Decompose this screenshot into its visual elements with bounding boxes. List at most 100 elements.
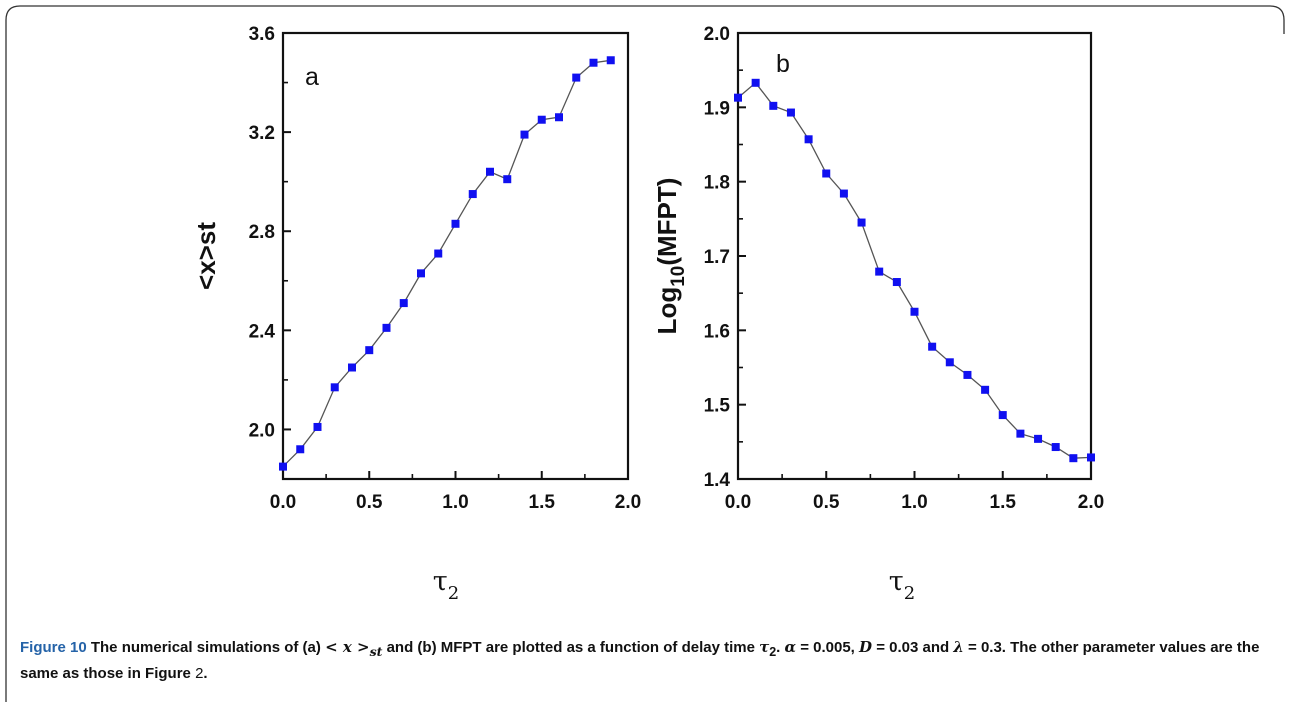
data-point-a	[330, 383, 339, 392]
y-tick-label-b: 1.9	[704, 98, 730, 119]
caption-symbol-alpha: α	[784, 638, 797, 656]
series-line-a	[282, 59, 611, 468]
data-point-b	[839, 189, 848, 198]
data-point-b	[963, 370, 972, 379]
y-tick-label-b: 1.8	[704, 173, 730, 194]
x-axis-label-b: τ2	[889, 566, 915, 604]
y-tick-label-a: 3.6	[249, 24, 275, 45]
data-point-b	[945, 358, 954, 367]
caption-end: .	[203, 665, 208, 682]
x-tick-label-a: 2.0	[615, 492, 641, 513]
data-point-a	[503, 175, 512, 184]
caption-lambda-value: = 0.3. The other parameter values are th…	[20, 639, 1260, 682]
data-point-a	[348, 363, 356, 372]
figure-caption: Figure 10 The numerical simulations of (…	[20, 636, 1270, 685]
data-point-a	[313, 422, 322, 431]
x-tick-label-a: 1.0	[442, 492, 468, 513]
series-line-b	[737, 81, 1092, 459]
y-axis-label-b-sub: 10	[668, 266, 689, 287]
data-point-a	[279, 462, 287, 471]
y-tick-label-b: 1.4	[704, 470, 731, 491]
panel-label-a: a	[305, 63, 319, 91]
x-tick-label-b: 0.0	[725, 492, 751, 513]
x-tick-label-a: 0.0	[270, 492, 296, 513]
caption-text-2: and (b) MFPT are plotted as a function o…	[382, 639, 760, 656]
x-axis-label-a: τ2	[433, 566, 459, 604]
data-point-a	[382, 323, 391, 332]
data-point-b	[928, 342, 937, 351]
data-point-b	[998, 411, 1007, 420]
data-point-a	[434, 249, 443, 258]
x-tick-label-b: 1.0	[901, 492, 927, 513]
data-point-b	[769, 101, 778, 110]
y-tick-label-a: 3.2	[249, 123, 275, 144]
data-point-a	[589, 58, 598, 67]
data-point-b	[910, 307, 919, 316]
data-point-a	[555, 113, 563, 122]
data-point-b	[1051, 443, 1060, 452]
caption-symbol-d: D	[859, 638, 873, 656]
caption-text-1: The numerical simulations of (a)	[86, 639, 326, 656]
data-point-a	[606, 56, 615, 65]
data-point-b	[1069, 454, 1078, 463]
caption-sub-2: 2	[769, 645, 777, 659]
x-axis-label-b-main: τ	[889, 566, 904, 597]
data-point-b	[1034, 434, 1043, 443]
figure-border	[5, 5, 1285, 702]
chart-panel-b: 1.41.51.61.71.81.92.0 0.0 0.5 1.0 1.5 2.0 b …	[652, 24, 1104, 604]
y-tick-label-a: 2.8	[249, 222, 275, 243]
data-point-b	[734, 93, 742, 102]
data-point-b	[1087, 453, 1095, 462]
y-tick-label-a: 2.4	[249, 321, 276, 342]
y-tick-label-a: 2.0	[249, 420, 275, 441]
data-point-b	[875, 267, 884, 276]
data-point-a	[417, 269, 425, 278]
data-point-b	[822, 169, 831, 178]
x-tick-label-a: 1.5	[529, 492, 556, 513]
data-point-a	[572, 73, 581, 82]
x-axis-label-a-main: τ	[433, 566, 448, 597]
y-tick-label-b: 1.5	[704, 396, 731, 417]
caption-label: Figure 10	[20, 639, 87, 656]
y-tick-label-b: 1.7	[704, 247, 730, 268]
caption-alpha-value: = 0.005,	[796, 639, 860, 656]
data-point-a	[520, 130, 529, 139]
data-point-a	[537, 115, 546, 124]
data-point-b	[981, 385, 990, 394]
plot-frame-b	[736, 31, 1093, 481]
data-point-a	[468, 190, 477, 199]
data-point-a	[399, 299, 408, 308]
x-tick-label-b: 1.5	[990, 492, 1017, 513]
data-point-b	[804, 135, 813, 144]
data-point-a	[451, 219, 460, 228]
y-axis-label-b: Log10(MFPT)	[652, 178, 689, 335]
data-point-a	[486, 167, 494, 176]
plot-frame-a	[281, 31, 630, 481]
data-point-a	[365, 346, 374, 355]
y-tick-label-b: 2.0	[704, 24, 730, 45]
panel-label-b: b	[776, 50, 790, 78]
caption-d-value: = 0.03 and	[872, 639, 954, 656]
data-point-b	[892, 278, 901, 287]
chart-panel-a: 2.02.42.83.23.6 0.0 0.5 1.0 1.5 2.0 a <x>st …	[191, 24, 641, 604]
caption-text-3: .	[776, 639, 785, 656]
caption-symbol-x: < x >	[325, 638, 370, 656]
x-axis-label-b-sub: 2	[904, 583, 915, 604]
data-point-b	[786, 108, 795, 117]
x-tick-label-b: 2.0	[1078, 492, 1104, 513]
caption-symbol-tau: τ	[759, 638, 770, 656]
data-point-b	[857, 218, 866, 227]
y-axis-label-a: <x>st	[191, 222, 221, 290]
data-point-a	[296, 445, 305, 454]
caption-sub-st: st	[369, 644, 383, 659]
caption-figure-ref: 2	[195, 665, 204, 682]
data-point-b	[751, 78, 760, 87]
x-tick-label-a: 0.5	[356, 492, 383, 513]
x-tick-label-b: 0.5	[813, 492, 840, 513]
y-axis-label-b-main: Log	[652, 287, 682, 335]
y-axis-label-b-tail: (MFPT)	[652, 178, 682, 266]
data-point-b	[1016, 429, 1025, 438]
x-axis-label-a-sub: 2	[448, 583, 459, 604]
caption-symbol-lambda: λ	[953, 638, 964, 656]
